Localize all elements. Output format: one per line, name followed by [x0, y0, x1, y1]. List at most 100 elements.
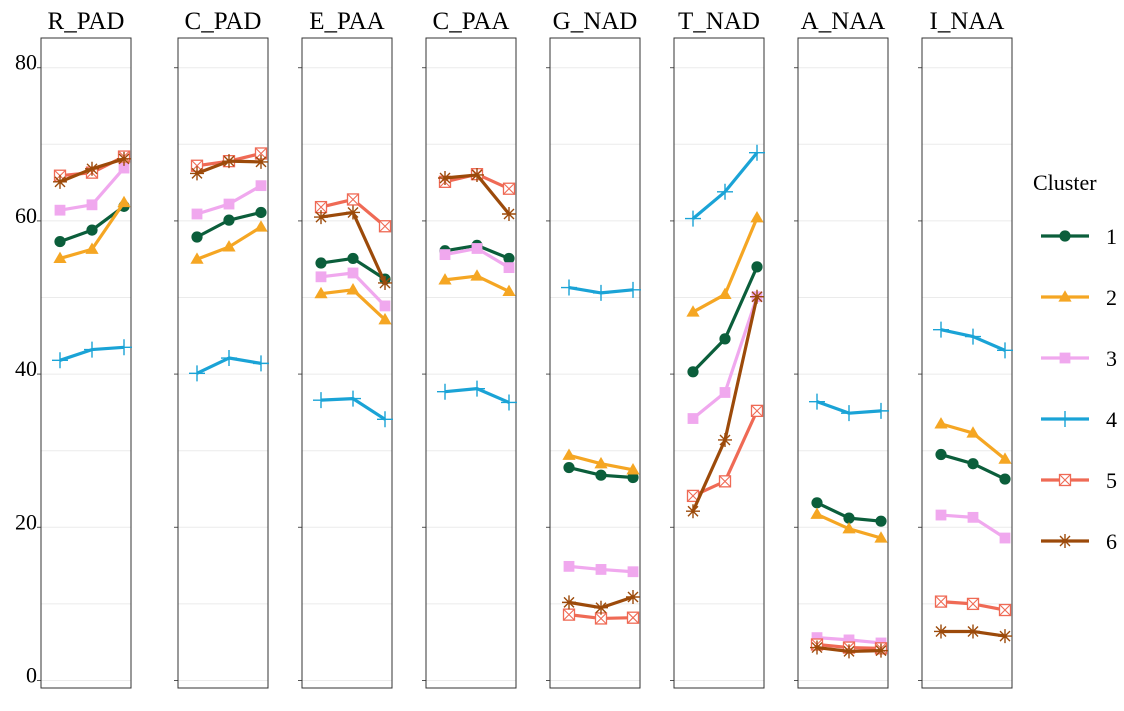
point-cluster-5-2	[966, 597, 980, 611]
point-cluster-2-1	[438, 273, 452, 285]
point-cluster-1-3	[875, 515, 887, 527]
point-cluster-3-1	[687, 413, 699, 424]
series-line-cluster-1	[59, 205, 125, 244]
point-cluster-4-3	[377, 411, 393, 428]
point-cluster-4-1	[685, 210, 701, 227]
point-cluster-6-1	[190, 166, 204, 181]
point-cluster-2-3	[254, 220, 268, 232]
point-cluster-1-2	[347, 252, 359, 265]
series-line-cluster-3	[691, 296, 759, 420]
point-cluster-6-3	[750, 289, 764, 304]
legend-marker-3	[1059, 352, 1071, 364]
point-cluster-6-1	[562, 595, 576, 610]
point-cluster-4-3	[625, 281, 641, 298]
point-cluster-6-3	[998, 629, 1012, 644]
point-cluster-6-2	[842, 644, 856, 659]
point-cluster-1-2	[86, 224, 98, 236]
legend-marker-5	[1058, 473, 1072, 487]
legend: Cluster 1 2 3 4 5 6	[1033, 170, 1117, 554]
legend-marker-1	[1059, 230, 1071, 242]
point-cluster-2-3	[750, 211, 764, 223]
panel-E_PAA: E_PAA	[298, 8, 393, 689]
y-tick-label-20: 20	[15, 509, 37, 534]
point-cluster-4-2	[717, 183, 733, 200]
point-cluster-5-3	[998, 603, 1012, 617]
point-cluster-4-2	[84, 341, 100, 358]
legend-title: Cluster	[1033, 170, 1097, 195]
panel-A_NAA: A_NAA	[794, 8, 889, 689]
legend-entry-2: 2	[1041, 285, 1117, 310]
panel-C_PAA: C_PAA	[422, 8, 517, 689]
point-cluster-1-1	[935, 448, 947, 461]
legend-marker-4	[1057, 411, 1073, 427]
point-cluster-4-1	[313, 392, 329, 409]
legend-label-4: 4	[1106, 407, 1117, 432]
panel-title-C_PAD: C_PAD	[185, 8, 262, 35]
point-cluster-3-3	[503, 262, 515, 274]
panel-title-C_PAA: C_PAA	[433, 8, 510, 35]
point-cluster-3-1	[315, 271, 327, 283]
point-cluster-6-3	[254, 154, 268, 169]
point-cluster-4-3	[873, 402, 889, 419]
point-cluster-3-1	[54, 204, 66, 216]
point-cluster-3-2	[595, 564, 607, 575]
panel-border	[549, 37, 641, 689]
point-cluster-4-1	[189, 365, 205, 382]
point-cluster-6-2	[222, 154, 236, 169]
point-cluster-2-3	[502, 284, 516, 296]
point-cluster-4-1	[52, 352, 68, 369]
panel-title-I_NAA: I_NAA	[930, 8, 1005, 35]
point-cluster-6-1	[686, 504, 700, 519]
point-cluster-4-3	[253, 355, 269, 372]
point-cluster-1-1	[191, 231, 203, 243]
legend-entry-6: 6	[1041, 529, 1117, 554]
panel-title-A_NAA: A_NAA	[801, 8, 886, 35]
panel-border	[673, 37, 765, 689]
panel-title-T_NAD: T_NAD	[678, 8, 760, 35]
point-cluster-4-2	[841, 405, 857, 422]
point-cluster-5-3	[626, 611, 640, 624]
point-cluster-5-1	[562, 608, 576, 621]
legend-entry-1: 1	[1041, 224, 1117, 249]
legend-entry-4: 4	[1041, 407, 1117, 432]
point-cluster-5-3	[378, 220, 392, 233]
panel-C_PAD: C_PAD	[174, 8, 269, 689]
point-cluster-3-2	[86, 199, 98, 211]
point-cluster-1-3	[751, 261, 763, 273]
point-cluster-5-3	[502, 182, 516, 195]
panel-border	[425, 37, 517, 689]
panel-G_NAD: G_NAD	[546, 8, 641, 689]
panel-border	[921, 37, 1013, 689]
point-cluster-6-2	[966, 624, 980, 639]
panel-T_NAD: T_NAD	[670, 8, 765, 689]
point-cluster-1-2	[843, 512, 855, 524]
point-cluster-1-1	[563, 461, 575, 474]
point-cluster-6-2	[346, 205, 360, 220]
legend-label-6: 6	[1106, 529, 1117, 554]
point-cluster-6-1	[438, 171, 452, 186]
point-cluster-4-1	[561, 279, 577, 296]
y-tick-label-60: 60	[15, 203, 37, 228]
point-cluster-6-1	[934, 624, 948, 639]
panel-title-G_NAD: G_NAD	[553, 8, 638, 35]
point-cluster-5-2	[346, 193, 360, 206]
point-cluster-1-2	[967, 458, 979, 470]
point-cluster-1-3	[255, 206, 267, 219]
point-cluster-3-2	[471, 243, 483, 254]
point-cluster-4-2	[345, 390, 361, 407]
point-cluster-3-2	[843, 634, 855, 646]
point-cluster-1-3	[999, 473, 1011, 485]
y-tick-label-80: 80	[15, 50, 37, 75]
legend-label-2: 2	[1106, 285, 1117, 310]
point-cluster-1-1	[315, 257, 327, 269]
point-cluster-4-3	[749, 144, 765, 161]
point-cluster-4-1	[437, 383, 453, 400]
point-cluster-2-2	[718, 287, 732, 300]
point-cluster-2-1	[934, 417, 948, 429]
point-cluster-2-2	[346, 283, 360, 295]
legend-entry-5: 5	[1041, 468, 1117, 493]
point-cluster-6-3	[117, 151, 131, 166]
point-cluster-6-3	[502, 207, 516, 222]
point-cluster-2-1	[53, 251, 67, 264]
